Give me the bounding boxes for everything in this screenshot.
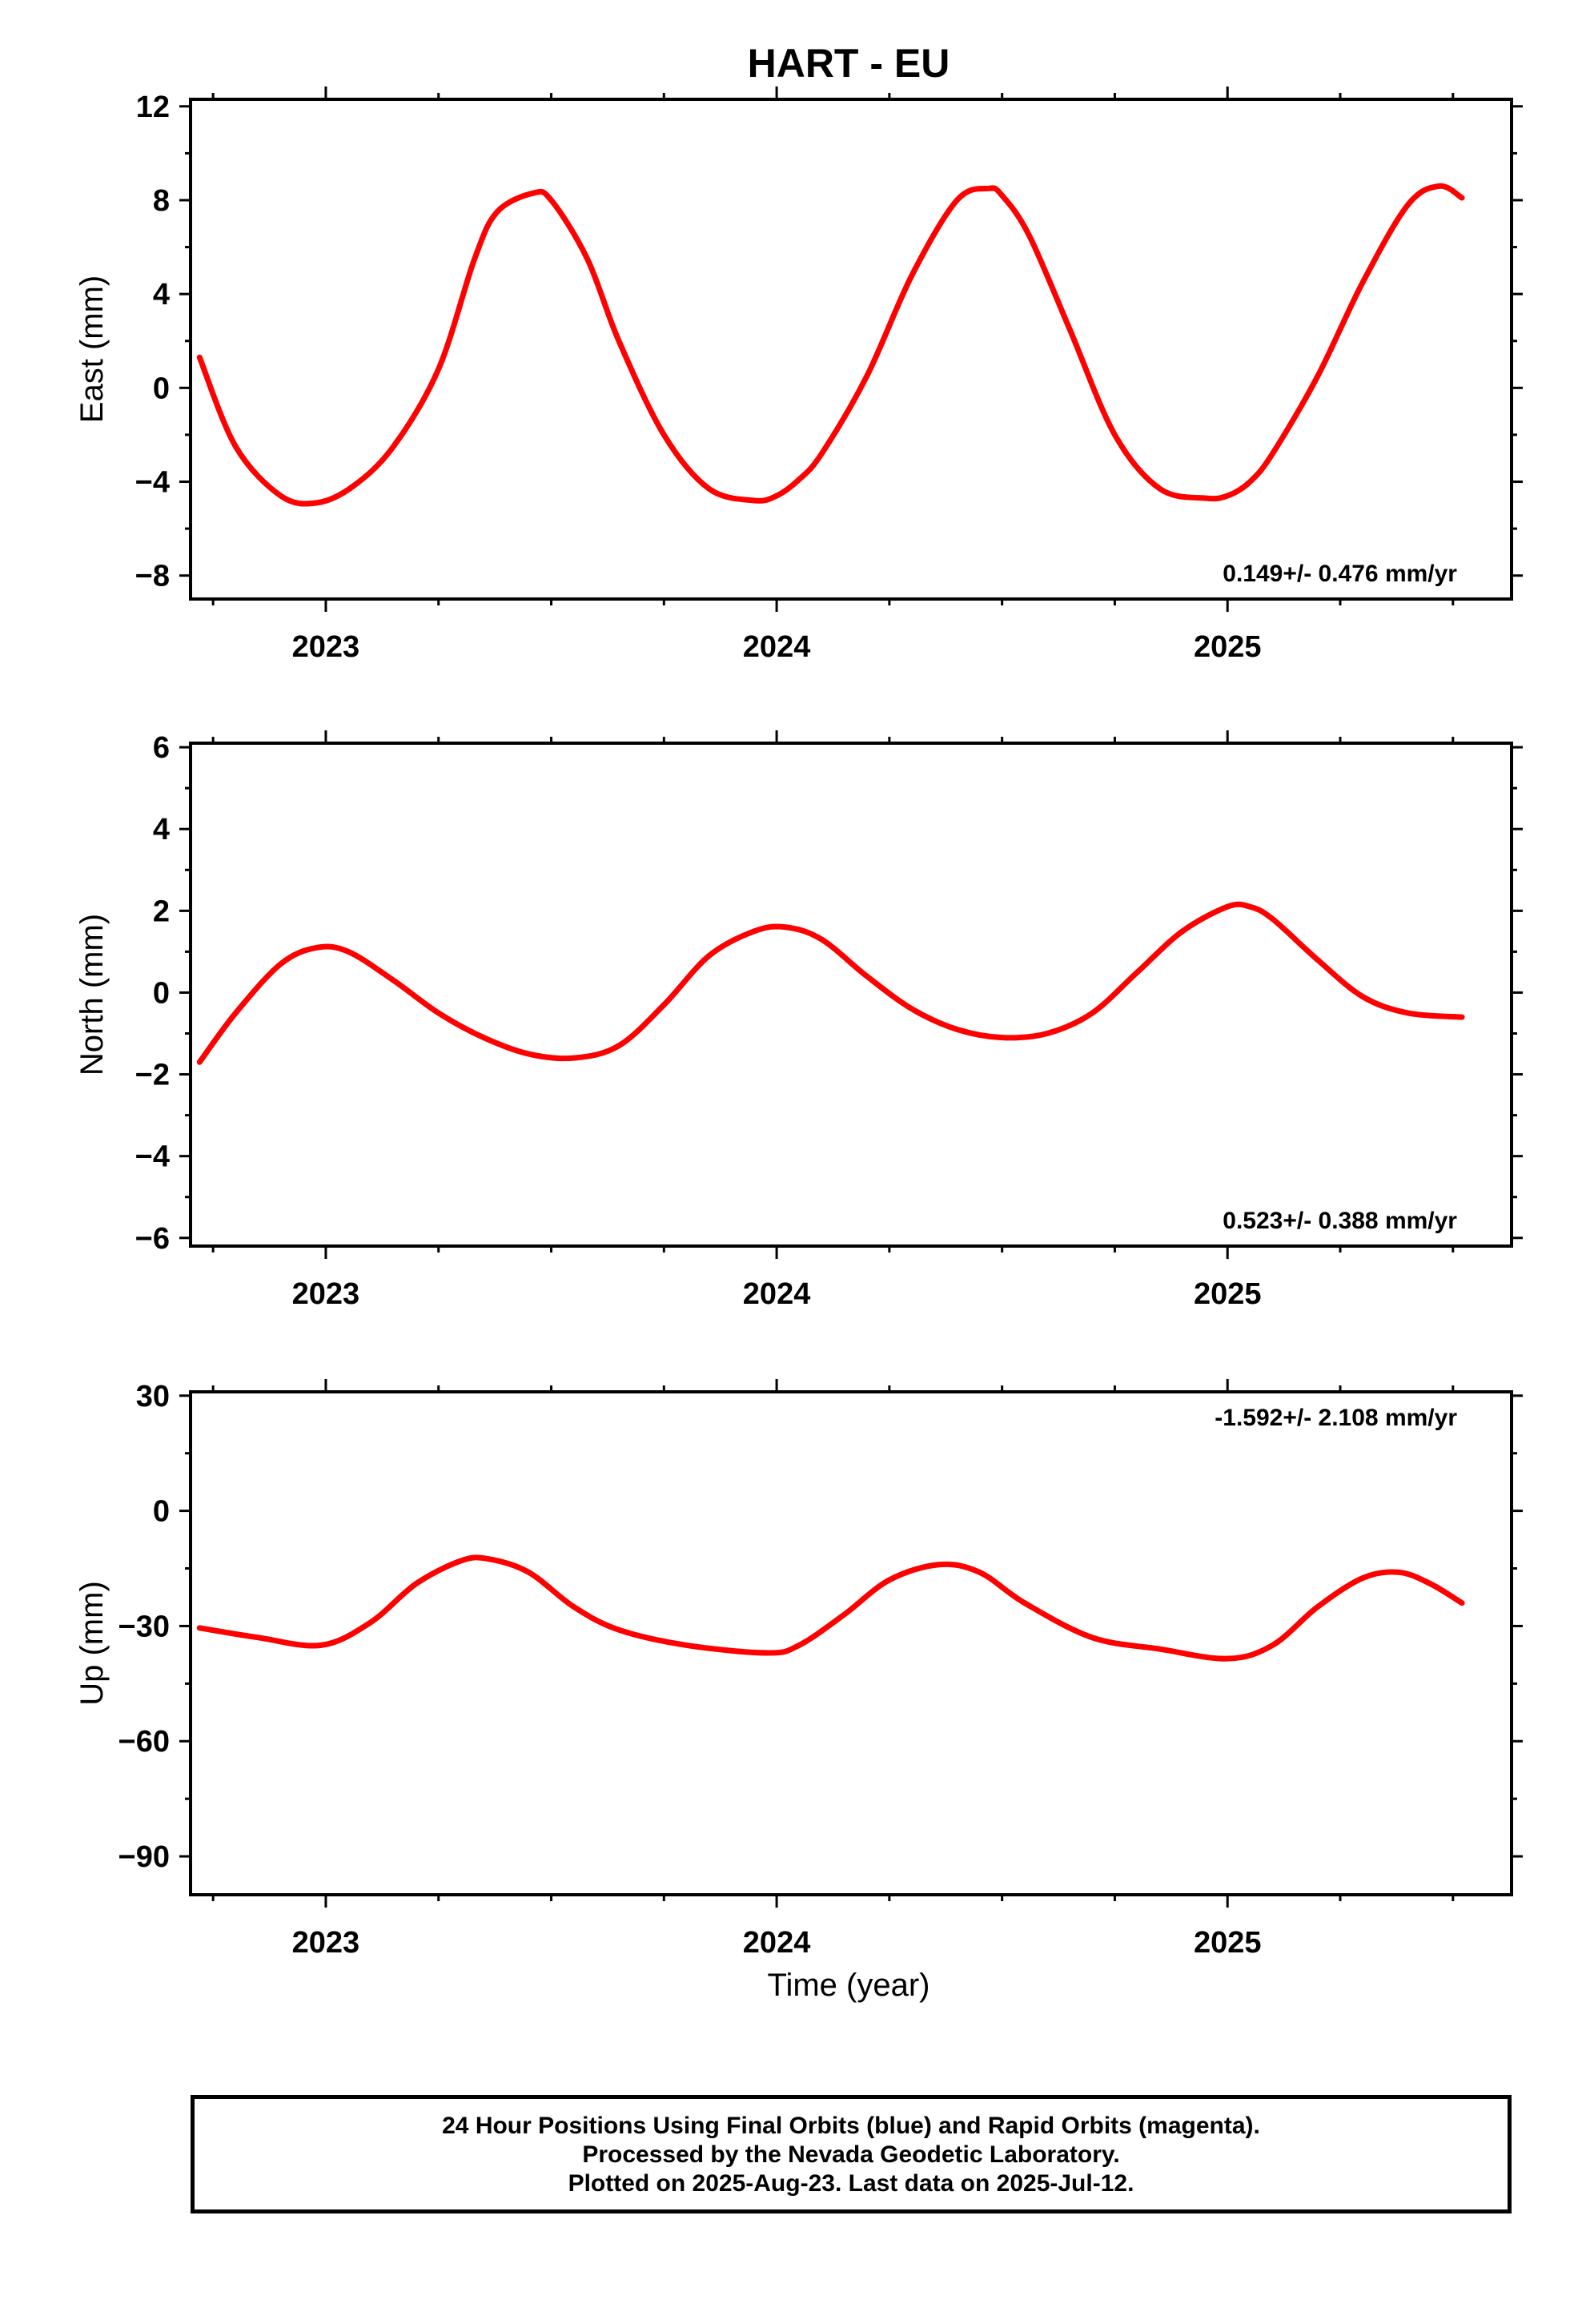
figure-title: HART - EU: [748, 41, 950, 86]
footer-line-3: Plotted on 2025-Aug-23. Last data on 202…: [568, 2170, 1134, 2197]
up-model-curve: [196, 1554, 1465, 1662]
east-y-tick-label: 4: [153, 278, 170, 312]
up-x-tick-label: 2023: [292, 1926, 360, 1960]
north-plot-frame: [189, 742, 1513, 1248]
east-model-curve: [196, 183, 1465, 507]
up-y-tick-label: 30: [136, 1380, 170, 1413]
east-rate-annotation: 0.149+/- 0.476 mm/yr: [1223, 561, 1457, 587]
north-rate-annotation: 0.523+/- 0.388 mm/yr: [1223, 1208, 1457, 1234]
east-y-tick-label: 0: [153, 372, 170, 405]
up-y-tick-label: −60: [118, 1725, 170, 1759]
up-plot-frame: [189, 1390, 1513, 1896]
up-panel: −90 −60 −30 0 30 2023 2024 2025 Up (mm) -1.592+/-…: [74, 1379, 1523, 1960]
x-axis-label: Time (year): [768, 1968, 930, 2003]
east-y-tick-label: −4: [135, 466, 170, 500]
east-y-tick-label: 8: [153, 184, 170, 218]
east-y-tick-label: 12: [136, 90, 170, 124]
east-x-tick-label: 2024: [743, 630, 811, 664]
north-x-tick-label: 2025: [1194, 1277, 1262, 1311]
up-x-tick-label: 2025: [1194, 1926, 1262, 1960]
north-x-tick-label: 2024: [743, 1277, 811, 1311]
east-y-axis-label: East (mm): [74, 275, 110, 423]
up-y-tick-label: −90: [118, 1840, 170, 1874]
north-y-tick-label: −2: [135, 1059, 170, 1092]
east-y-tick-label: −8: [135, 560, 170, 593]
north-y-tick-label: 2: [153, 895, 170, 928]
east-x-tick-label: 2025: [1194, 630, 1262, 664]
footer-caption-box: 24 Hour Positions Using Final Orbits (bl…: [191, 2095, 1512, 2213]
east-x-tick-label: 2023: [292, 630, 360, 664]
east-plot-frame: [189, 98, 1513, 601]
up-y-tick-label: −30: [118, 1610, 170, 1643]
footer-line-1: 24 Hour Positions Using Final Orbits (bl…: [442, 2113, 1260, 2139]
north-y-tick-label: −4: [135, 1140, 170, 1174]
up-x-tick-label: 2024: [743, 1926, 811, 1960]
north-y-tick-label: 0: [153, 976, 170, 1010]
north-y-tick-label: 4: [153, 813, 170, 846]
up-y-tick-label: 0: [153, 1495, 170, 1529]
north-y-tick-label: 6: [153, 731, 170, 765]
north-y-tick-label: −6: [135, 1222, 170, 1256]
up-rate-annotation: -1.592+/- 2.108 mm/yr: [1215, 1405, 1457, 1431]
north-y-axis-label: North (mm): [74, 914, 110, 1076]
north-panel: −6 −4 −2 0 2 4 6 2023 2024 2025 North (mm) 0.523+/-…: [74, 730, 1523, 1311]
east-panel: −8 −4 0 4 8 12 2023 2024 2025 East (mm) 0.149+/- 0…: [74, 86, 1523, 664]
north-model-curve: [196, 901, 1465, 1065]
up-y-axis-label: Up (mm): [74, 1581, 110, 1706]
north-x-tick-label: 2023: [292, 1277, 360, 1311]
footer-line-2: Processed by the Nevada Geodetic Laborat…: [582, 2141, 1120, 2168]
